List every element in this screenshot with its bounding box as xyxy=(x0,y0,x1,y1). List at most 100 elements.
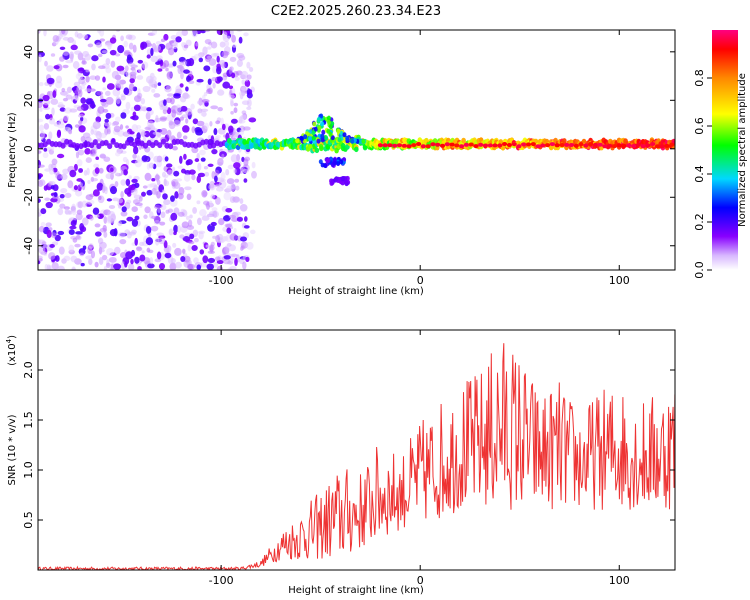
spectrogram-cell xyxy=(182,135,188,140)
spectrogram-cell xyxy=(165,163,173,168)
snr-x-ticks: -100 0 100 xyxy=(209,330,630,587)
spectrogram-cell xyxy=(227,125,234,133)
spectrogram-cell xyxy=(208,58,217,66)
spectrogram-cell xyxy=(192,229,199,238)
spectrogram-cell xyxy=(230,118,238,124)
spectrogram-cell xyxy=(114,181,119,187)
spectrogram-cell xyxy=(188,240,195,245)
snr-y-label: SNR (10 * v/v) xyxy=(7,414,18,485)
spectrogram-cell xyxy=(425,144,431,149)
colorbar-label: Normalized spectral amplitude xyxy=(737,73,748,227)
spectrogram-cell xyxy=(184,186,192,191)
spectrogram-cell xyxy=(85,98,93,105)
spectrogram-cell xyxy=(96,138,103,142)
spectrogram-cell xyxy=(59,203,66,209)
spectrogram-cell xyxy=(196,217,202,226)
spectrogram-cell xyxy=(214,175,218,183)
spectrogram-cell xyxy=(189,214,193,219)
spectrogram-cell xyxy=(206,55,213,60)
spectrogram-cell xyxy=(210,194,216,199)
spectrogram-cell xyxy=(150,225,159,232)
spectrogram-cell xyxy=(144,130,150,138)
spectrogram-cell xyxy=(199,209,207,217)
spectrogram-cell xyxy=(122,131,130,137)
spectrogram-cell xyxy=(303,134,308,140)
spectrogram-cell xyxy=(170,195,175,202)
spectrogram-cell xyxy=(188,169,196,175)
spectrogram-cell xyxy=(94,231,102,237)
spectrogram-cell xyxy=(231,72,236,79)
spectrogram-cell xyxy=(160,204,167,211)
spectrogram-cell xyxy=(220,172,226,180)
spectrogram-cell xyxy=(213,128,218,136)
spectrogram-cell xyxy=(168,143,174,150)
spectrogram-cell xyxy=(149,257,154,265)
spectrogram-cell xyxy=(243,32,249,37)
spectrogram-cell xyxy=(300,136,304,142)
spectrogram-cell xyxy=(109,215,115,224)
spectrogram-cell xyxy=(163,174,169,179)
spectrogram-cell xyxy=(320,121,325,127)
spectrogram-cell xyxy=(193,238,199,243)
spectrogram-cell xyxy=(59,46,66,50)
spectrogram-cell xyxy=(607,143,613,148)
spectrogram-cell xyxy=(73,185,78,191)
spectrogram-cell xyxy=(173,93,181,97)
spectrogram-cell xyxy=(162,193,168,200)
spectrogram-cell xyxy=(128,184,136,191)
spectrogram-cell xyxy=(382,143,388,148)
spectrogram-cell xyxy=(164,252,172,259)
spectrogram-cell xyxy=(38,174,42,180)
spectrogram-cell xyxy=(377,143,383,148)
spectrogram-x-tick-label: 100 xyxy=(609,274,630,287)
spectrogram-cell xyxy=(77,113,85,118)
spectrogram-cell xyxy=(183,69,190,74)
spectrogram-cell xyxy=(116,78,122,87)
spectrogram-cell xyxy=(128,42,134,50)
spectrogram-cell xyxy=(314,147,320,154)
spectrogram-cell xyxy=(226,35,231,40)
snr-x-label: Height of straight line (km) xyxy=(288,585,424,596)
spectrogram-cell xyxy=(107,143,113,150)
spectrogram-cell xyxy=(430,142,436,147)
spectrogram-cell xyxy=(236,216,243,222)
spectrogram-cell xyxy=(211,76,218,82)
spectrogram-cell xyxy=(129,131,135,135)
spectrogram-cell xyxy=(139,241,145,247)
spectrogram-cell xyxy=(132,44,137,53)
spectrogram-cell xyxy=(38,81,44,87)
spectrogram-cell xyxy=(59,56,65,62)
spectrogram-cell xyxy=(69,108,78,113)
spectrogram-cell xyxy=(88,243,94,249)
spectrogram-cell xyxy=(56,153,65,159)
spectrogram-cell xyxy=(120,179,127,186)
spectrogram-cell xyxy=(473,144,479,149)
spectrogram-cell xyxy=(61,30,66,35)
spectrogram-cell xyxy=(92,121,101,130)
spectrogram-cell xyxy=(248,66,254,73)
spectrogram-cell xyxy=(112,197,119,202)
spectrogram-cell xyxy=(195,129,204,136)
spectrogram-cell xyxy=(342,132,347,138)
spectrogram-cell xyxy=(145,237,154,246)
spectrogram-cell xyxy=(128,263,135,270)
spectrogram-cell xyxy=(175,178,183,182)
spectrogram-y-tick-label: 40 xyxy=(22,45,35,59)
spectrogram-cell xyxy=(246,241,254,250)
spectrogram-cell xyxy=(99,167,104,174)
spectrogram-cell xyxy=(94,75,101,81)
spectrogram-cell xyxy=(141,191,146,197)
spectrogram-cell xyxy=(129,78,135,84)
spectrogram-cell xyxy=(98,248,105,253)
spectrogram-cell xyxy=(521,142,527,147)
spectrogram-cell xyxy=(223,255,231,260)
spectrogram-cell xyxy=(177,211,185,217)
spectrogram-cell xyxy=(43,185,48,191)
spectrogram-cell xyxy=(205,244,210,248)
spectrogram-cell xyxy=(144,206,151,214)
spectrogram-cell xyxy=(175,36,182,43)
spectrogram-cell xyxy=(136,155,141,164)
spectrogram-cell xyxy=(198,149,206,156)
spectrogram-cell xyxy=(216,239,225,244)
spectrogram-cell xyxy=(227,164,235,170)
